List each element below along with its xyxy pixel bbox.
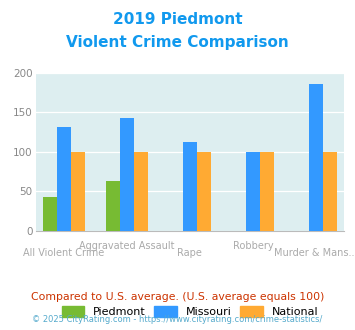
Text: 2019 Piedmont: 2019 Piedmont [113,12,242,26]
Bar [197,152,211,231]
Legend: Piedmont, Missouri, National: Piedmont, Missouri, National [59,303,321,320]
Text: Aggravated Assault: Aggravated Assault [79,241,175,250]
Bar [246,152,260,231]
Text: All Violent Crime: All Violent Crime [23,248,104,258]
Bar [309,84,323,231]
Bar [57,127,71,231]
Bar [323,152,337,231]
Text: Murder & Mans...: Murder & Mans... [274,248,355,258]
Bar [260,152,274,231]
Text: Robbery: Robbery [233,241,273,250]
Text: Compared to U.S. average. (U.S. average equals 100): Compared to U.S. average. (U.S. average … [31,292,324,302]
Bar [134,152,148,231]
Text: Rape: Rape [178,248,202,258]
Bar [43,197,57,231]
Bar [106,181,120,231]
Bar [120,118,134,231]
Bar [183,142,197,231]
Text: © 2025 CityRating.com - https://www.cityrating.com/crime-statistics/: © 2025 CityRating.com - https://www.city… [32,315,323,324]
Text: Violent Crime Comparison: Violent Crime Comparison [66,35,289,50]
Bar [71,152,84,231]
